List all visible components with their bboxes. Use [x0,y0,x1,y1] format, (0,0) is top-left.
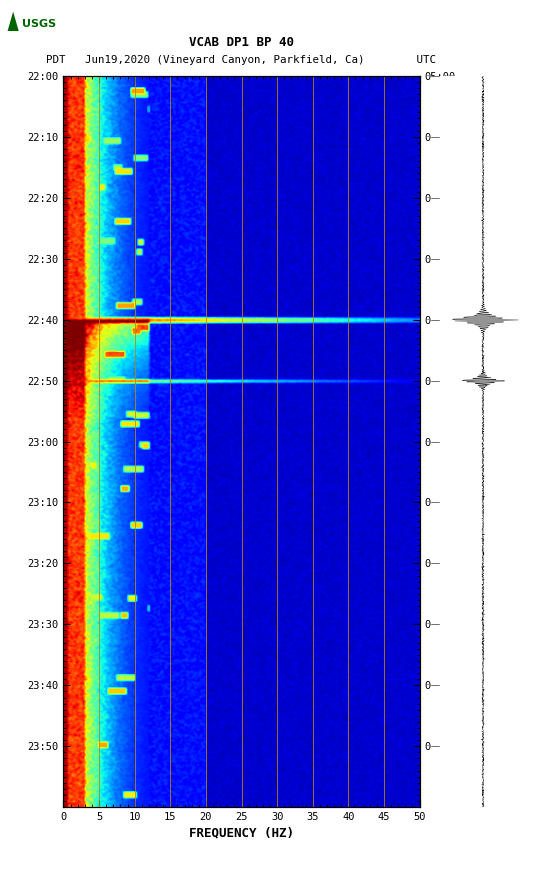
Polygon shape [8,12,19,31]
X-axis label: FREQUENCY (HZ): FREQUENCY (HZ) [189,826,294,839]
Text: VCAB DP1 BP 40: VCAB DP1 BP 40 [189,37,294,49]
Text: USGS: USGS [22,19,56,29]
Text: PDT   Jun19,2020 (Vineyard Canyon, Parkfield, Ca)        UTC: PDT Jun19,2020 (Vineyard Canyon, Parkfie… [46,54,437,65]
